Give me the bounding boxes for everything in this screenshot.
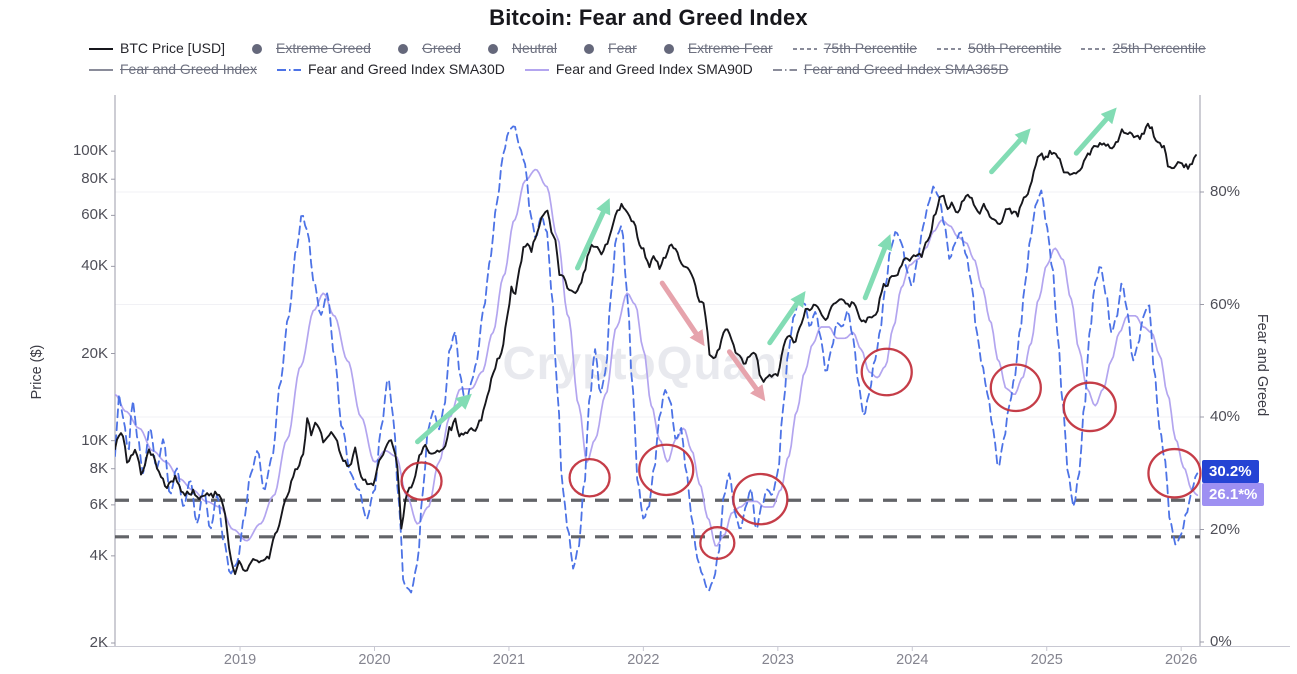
pct-tick-label: 60% (1210, 295, 1241, 313)
price-tick-label: 20K (81, 344, 108, 362)
legend-item-label: Fear and Greed Index SMA90D (555, 61, 753, 77)
legend: BTC Price [USD] Extreme Greed Greed Neutral… (88, 38, 1257, 80)
legend-item-label: Extreme Greed (276, 40, 371, 56)
legend-item-extreme-fear[interactable]: Extreme Fear (656, 38, 773, 59)
highlight-circle (732, 472, 789, 526)
highlight-circle (860, 347, 913, 397)
trend-arrow-up (989, 128, 1031, 175)
highlight-circle (1147, 447, 1202, 499)
50th-percentile-swatch-icon (937, 47, 962, 50)
highlight-circle (989, 363, 1042, 413)
fear-swatch-icon (584, 43, 595, 54)
25th-percentile-swatch-icon (1081, 47, 1106, 50)
price-tick-label: 80K (81, 170, 108, 188)
pct-tick-label: 0% (1210, 633, 1232, 650)
legend-item-fear-and-greed-index-sma90d[interactable]: Fear and Greed Index SMA90D (524, 59, 753, 80)
legend-item-extreme-greed[interactable]: Extreme Greed (244, 38, 371, 59)
highlight-circle (699, 526, 736, 560)
legend-item-label: 50th Percentile (968, 40, 1062, 56)
btc-price-usd-swatch-icon (89, 47, 113, 50)
right-axis-title: Fear and Greed (1254, 313, 1270, 417)
neutral-swatch-icon (487, 43, 498, 54)
legend-item-neutral[interactable]: Neutral (480, 38, 557, 59)
trend-arrow-down (726, 349, 766, 402)
price-tick-label: 4K (89, 546, 108, 564)
legend-item-50th-percentile[interactable]: 50th Percentile (936, 38, 1061, 59)
sma90-value-badge: 26.1*% (1202, 483, 1265, 507)
legend-item-label: BTC Price [USD] (120, 40, 226, 56)
x-tick-label: 2021 (492, 652, 526, 668)
price-tick-label: 2K (89, 634, 108, 651)
x-tick-label: 2026 (1165, 652, 1198, 668)
legend-item-label: Fear and Greed Index SMA365D (803, 61, 1009, 77)
price-tick-label: 100K (72, 142, 108, 160)
legend-item-25th-percentile[interactable]: 25th Percentile (1080, 38, 1206, 59)
price-tick-label: 10K (81, 431, 108, 449)
price-tick-label: 40K (81, 257, 108, 275)
x-tick-label: 2023 (761, 652, 794, 668)
extreme-greed-swatch-icon (252, 43, 263, 54)
trend-arrow-up (862, 234, 892, 301)
x-tick-label: 2020 (358, 652, 391, 668)
highlight-circle (638, 443, 695, 497)
legend-item-fear-and-greed-index[interactable]: Fear and Greed Index (88, 59, 257, 80)
page-title: Bitcoin: Fear and Greed Index (489, 5, 808, 30)
price-tick-label: 6K (89, 495, 108, 513)
legend-item-fear-and-greed-index-sma30d[interactable]: Fear and Greed Index SMA30D (276, 59, 505, 80)
75th-percentile-swatch-icon (792, 47, 817, 50)
fear-and-greed-index-sma30d-swatch-icon (276, 68, 301, 71)
legend-item-greed[interactable]: Greed (390, 38, 461, 59)
extreme-fear-swatch-icon (663, 43, 674, 54)
legend-item-label: Fear and Greed Index (120, 61, 257, 77)
left-axis-title: Price ($) (29, 344, 45, 400)
highlight-circle (1062, 381, 1117, 433)
x-tick-label: 2025 (1030, 652, 1063, 668)
btc-price-usd-line (115, 122, 1197, 576)
fear-and-greed-index-sma30d-line (115, 125, 1199, 594)
legend-item-btc-price-usd[interactable]: BTC Price [USD] (88, 38, 225, 59)
trend-arrow-down (659, 280, 705, 347)
trend-arrow-up (415, 393, 472, 445)
fear-and-greed-index-swatch-icon (89, 68, 113, 71)
legend-item-fear[interactable]: Fear (576, 38, 637, 59)
legend-item-label: Greed (421, 40, 461, 56)
greed-swatch-icon (397, 43, 408, 54)
fear-and-greed-index-sma365d-swatch-icon (772, 68, 797, 71)
legend-item-label: 75th Percentile (823, 40, 918, 56)
pct-tick-label: 20% (1210, 520, 1241, 538)
x-tick-label: 2022 (627, 652, 660, 668)
legend-item-label: Fear and Greed Index SMA30D (307, 61, 505, 77)
price-tick-label: 8K (89, 459, 108, 477)
legend-item-label: Fear (608, 40, 637, 56)
legend-item-label: 25th Percentile (1112, 40, 1206, 56)
trend-arrow-up (767, 290, 806, 346)
legend-item-fear-and-greed-index-sma365d[interactable]: Fear and Greed Index SMA365D (772, 59, 1009, 80)
sma30-value-badge: 30.2% (1202, 460, 1259, 484)
pct-tick-label: 40% (1210, 408, 1241, 425)
fear-and-greed-index-sma90d-line (115, 168, 1199, 547)
legend-item-75th-percentile[interactable]: 75th Percentile (792, 38, 917, 59)
highlight-circle (400, 461, 443, 501)
price-tick-label: 60K (81, 206, 108, 224)
legend-item-label: Neutral (511, 40, 558, 56)
trend-arrow-up (575, 198, 611, 271)
legend-item-label: Extreme Fear (687, 40, 773, 56)
x-tick-label: 2019 (223, 652, 257, 668)
fear-and-greed-index-sma90d-swatch-icon (524, 68, 549, 71)
x-tick-label: 2024 (896, 652, 929, 668)
highlight-circle (568, 457, 611, 498)
trend-arrow-up (1073, 107, 1117, 156)
pct-tick-label: 80% (1210, 183, 1241, 200)
